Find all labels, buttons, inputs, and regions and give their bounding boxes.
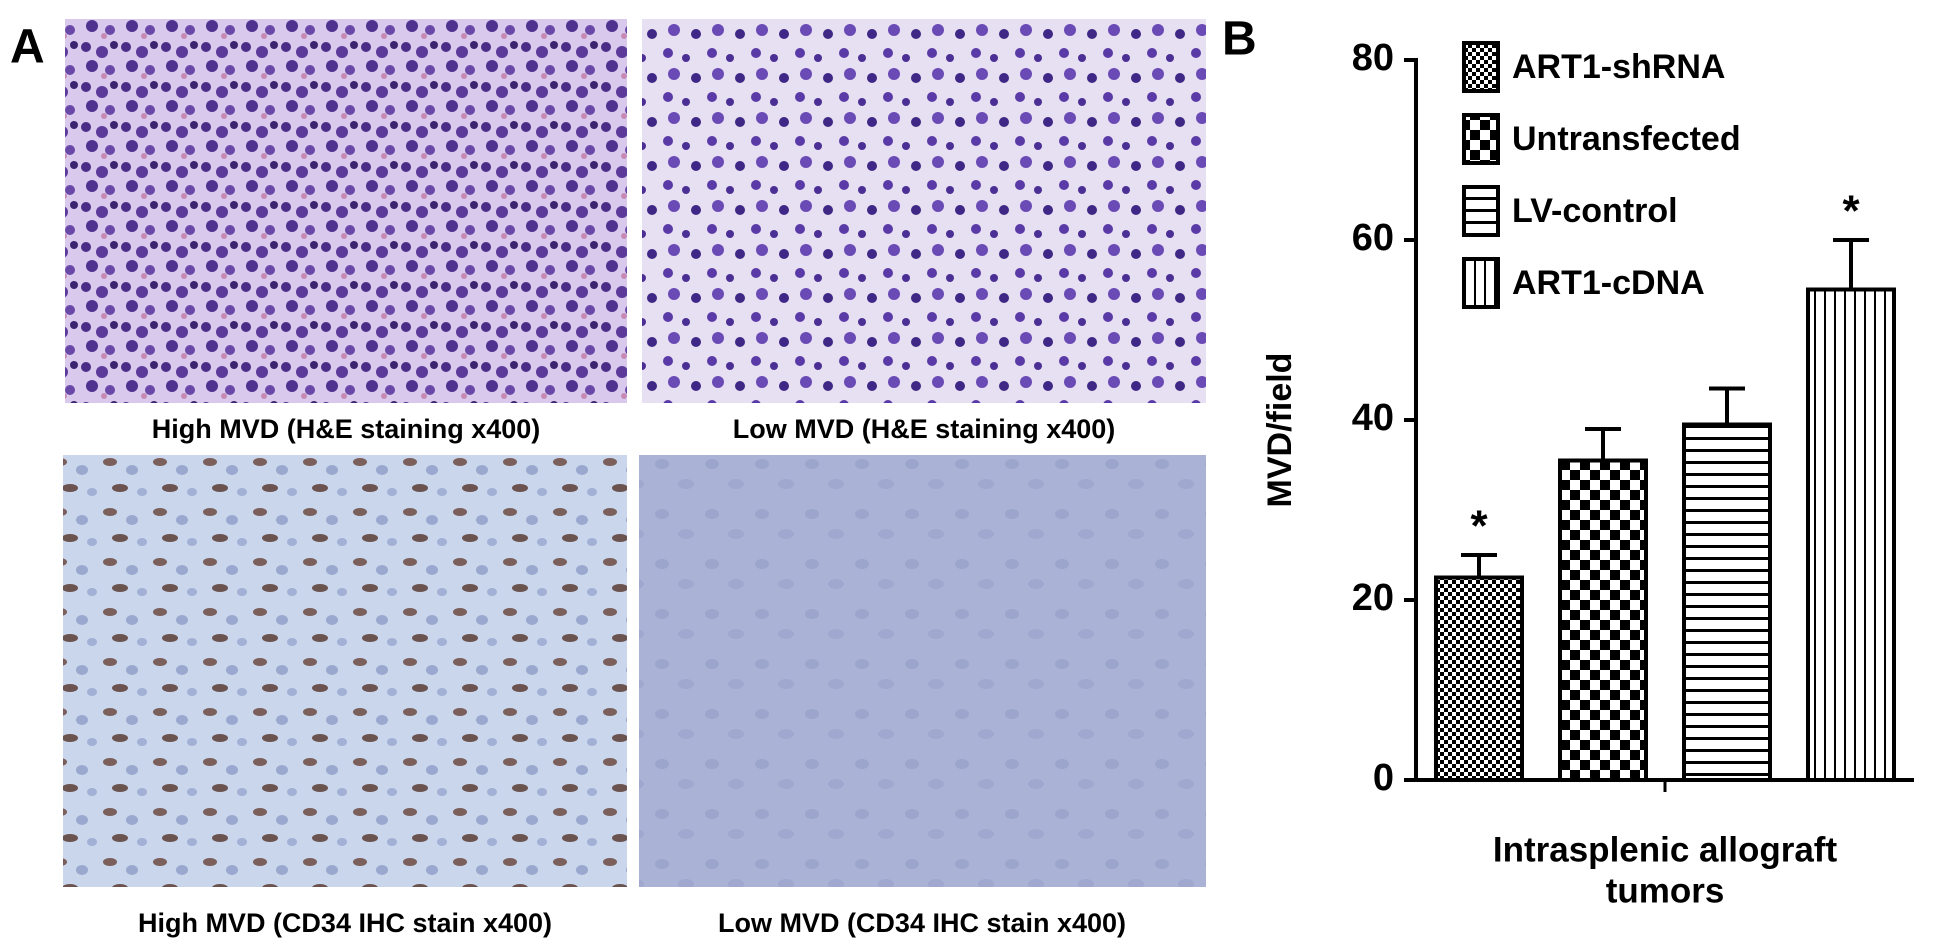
legend-swatch [1462,257,1500,309]
caption: Low MVD (H&E staining x400) [733,414,1116,444]
annotation: * [1842,187,1860,236]
panel-label: A [10,21,45,74]
bar [1434,575,1524,782]
x-axis-label: Intrasplenic allograft [1493,830,1838,869]
legend-label: Untransfected [1512,120,1741,158]
annotation: * [1470,502,1488,551]
y-tick-label: 80 [1352,37,1394,79]
bar [1558,458,1648,782]
legend-label: ART1-shRNA [1512,48,1725,86]
y-tick-label: 60 [1352,217,1394,259]
caption: High MVD (H&E staining x400) [152,414,541,444]
panel-label: B [1222,13,1257,66]
micrograph [642,19,1206,403]
y-tick-label: 20 [1352,577,1394,619]
y-tick-label: 0 [1373,757,1394,799]
error-bar [1709,386,1745,425]
caption: High MVD (CD34 IHC stain x400) [138,908,552,938]
error-bar [1833,238,1869,290]
micrograph [639,455,1206,887]
micrograph [65,19,627,403]
legend-label: ART1-cDNA [1512,264,1705,302]
error-bar [1461,553,1497,578]
micrograph [63,455,627,887]
legend-label: LV-control [1512,192,1678,230]
legend-swatch [1462,185,1500,237]
y-axis-label: MVD/field [1261,353,1299,508]
legend-swatch [1462,41,1500,93]
error-bar [1585,427,1621,461]
legend-swatch [1462,113,1500,165]
y-tick-label: 40 [1352,397,1394,439]
bar [1682,422,1772,782]
caption: Low MVD (CD34 IHC stain x400) [718,908,1126,938]
bar [1806,287,1896,782]
x-axis-label: tumors [1606,871,1725,910]
